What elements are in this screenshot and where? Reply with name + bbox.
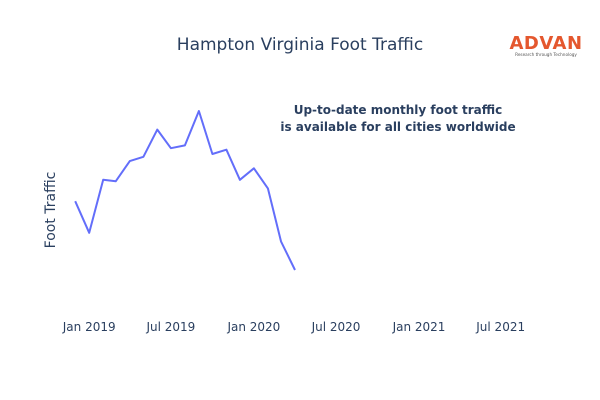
x-tick-label: Jul 2019 [145, 320, 195, 334]
x-tick-label: Jul 2021 [475, 320, 525, 334]
advan-logo: ADVAN Research through Technology [509, 33, 582, 57]
x-tick-label: Jan 2019 [62, 320, 116, 334]
x-tick-label: Jan 2020 [226, 320, 280, 334]
x-tick-label: Jan 2021 [392, 320, 446, 334]
logo-tagline: Research through Technology [515, 52, 577, 57]
x-axis-ticks: Jan 2019 Jul 2019 Jan 2020 Jul 2020 Jan 2021… [62, 320, 525, 334]
annotation-line-1: Up-to-date monthly foot traffic [294, 103, 503, 117]
annotation: Up-to-date monthly foot traffic is avail… [280, 103, 515, 134]
plot-area [74, 110, 296, 271]
y-axis-title: Foot Traffic [43, 172, 59, 249]
annotation-line-2: is available for all cities worldwide [280, 120, 515, 134]
logo-name: ADVAN [509, 33, 582, 54]
chart-title: Hampton Virginia Foot Traffic [177, 35, 423, 55]
x-tick-label: Jul 2020 [311, 320, 361, 334]
series-line [74, 110, 296, 271]
